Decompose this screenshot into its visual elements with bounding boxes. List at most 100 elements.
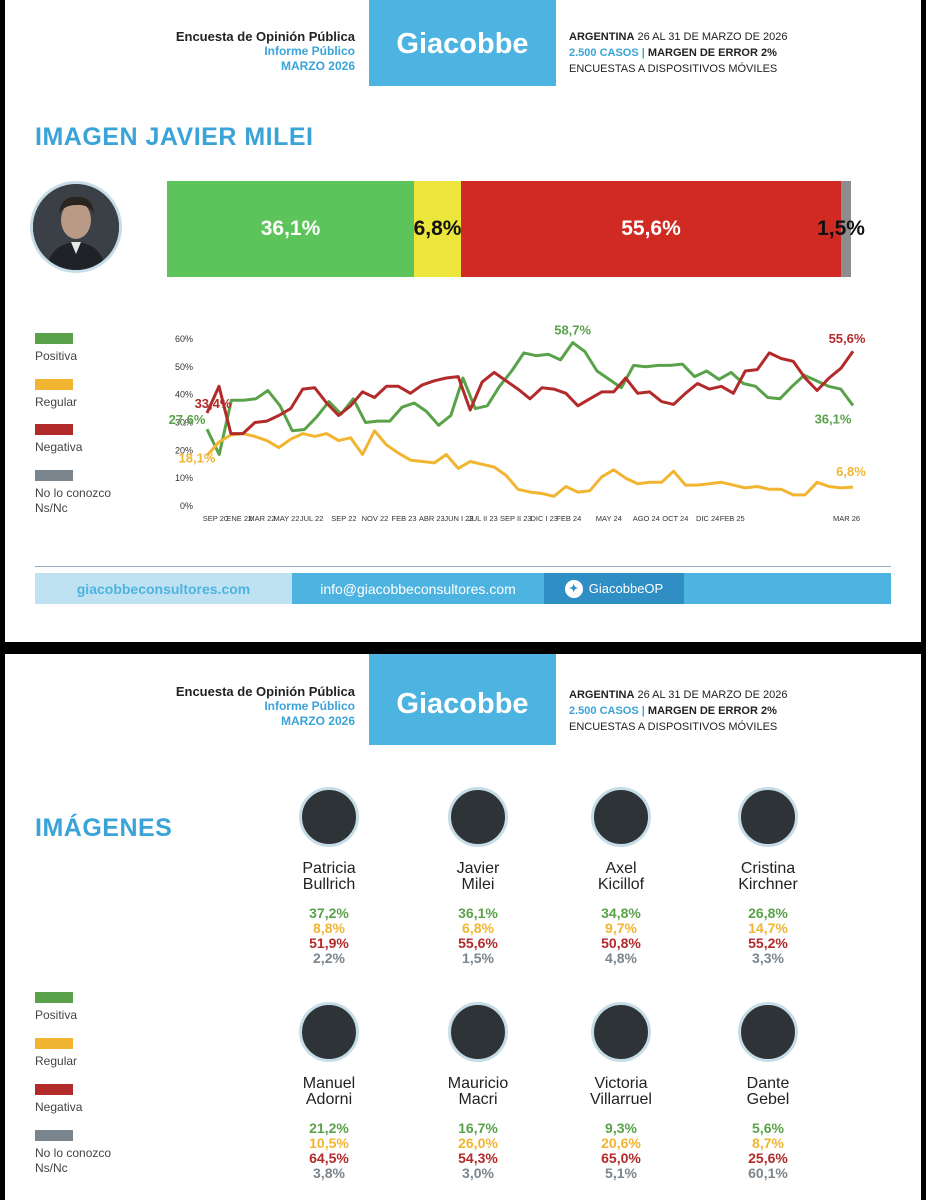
person-values: 5,6% 8,7% 25,6% 60,1% bbox=[708, 1121, 828, 1181]
value-negativa: 64,5% bbox=[309, 1150, 349, 1166]
value-positiva: 37,2% bbox=[309, 905, 349, 921]
x-tick-label: OCT 24 bbox=[662, 514, 688, 523]
person-values: 21,2% 10,5% 64,5% 3,8% bbox=[269, 1121, 389, 1181]
legend-item-ns_nc: No lo conozco Ns/Nc bbox=[35, 1130, 111, 1176]
y-tick-label: 50% bbox=[175, 362, 193, 372]
value-positiva: 16,7% bbox=[458, 1120, 498, 1136]
data-label: 18,1% bbox=[179, 451, 216, 466]
person-avatar bbox=[738, 787, 798, 847]
data-label: 58,7% bbox=[554, 323, 591, 338]
person-first-name: Axel bbox=[605, 860, 637, 877]
person-name: Dante Gebel bbox=[708, 1076, 828, 1108]
person-avatar bbox=[448, 1002, 508, 1062]
fieldwork-dates: 26 AL 31 DE MARZO DE 2026 bbox=[637, 689, 788, 701]
person-avatar bbox=[299, 1002, 359, 1062]
legend-label-negativa: Negativa bbox=[35, 440, 83, 454]
data-label: 55,6% bbox=[829, 331, 866, 346]
email-link[interactable]: info@giacobbeconsultores.com bbox=[320, 580, 516, 597]
value-ns-nc: 5,1% bbox=[605, 1165, 637, 1181]
y-tick-label: 40% bbox=[175, 390, 193, 400]
legend-swatch-ns_nc bbox=[35, 1130, 73, 1141]
person-card: Manuel Adorni 21,2% 10,5% 64,5% 3,8% bbox=[269, 1002, 389, 1181]
person-silhouette-icon bbox=[33, 184, 119, 270]
website-link[interactable]: giacobbeconsultores.com bbox=[35, 573, 292, 604]
x-tick-label: DIC 24 bbox=[696, 514, 719, 523]
y-tick-label: 60% bbox=[175, 334, 193, 344]
person-first-name: Manuel bbox=[302, 1075, 356, 1092]
series-line-regular bbox=[205, 429, 854, 498]
person-avatar bbox=[738, 1002, 798, 1062]
x-tick-label: MAY 24 bbox=[596, 514, 622, 523]
value-negativa: 55,2% bbox=[748, 935, 788, 951]
value-regular: 20,6% bbox=[601, 1135, 641, 1151]
y-tick-label: 20% bbox=[175, 445, 193, 455]
legend-swatch-regular bbox=[35, 379, 73, 390]
legend-swatch-negativa bbox=[35, 424, 73, 435]
x-tick-label: JUN I 23 bbox=[444, 514, 473, 523]
x-tick-label: ENE 22 bbox=[226, 514, 252, 523]
y-tick-label: 30% bbox=[175, 418, 193, 428]
value-positiva: 21,2% bbox=[309, 1120, 349, 1136]
value-positiva: 5,6% bbox=[752, 1120, 784, 1136]
person-values: 16,7% 26,0% 54,3% 3,0% bbox=[418, 1121, 538, 1181]
bar-label-regular: 6,8% bbox=[413, 217, 462, 240]
bar-segment-negativa bbox=[461, 181, 841, 277]
value-ns-nc: 1,5% bbox=[462, 950, 494, 966]
x-tick-label: MAR 22 bbox=[248, 514, 275, 523]
twitter-link[interactable]: ✦ GiacobbeOP bbox=[544, 573, 684, 604]
person-card: Dante Gebel 5,6% 8,7% 25,6% 60,1% bbox=[708, 1002, 828, 1181]
person-first-name: Dante bbox=[746, 1075, 790, 1092]
x-tick-label: AGO 24 bbox=[633, 514, 660, 523]
separator: | bbox=[641, 705, 645, 717]
legend-swatch-positiva bbox=[35, 333, 73, 344]
report-title: Encuesta de Opinión Pública bbox=[175, 684, 355, 699]
x-tick-label: NOV 22 bbox=[362, 514, 389, 523]
milei-avatar bbox=[30, 181, 122, 273]
legend-item-positiva: Positiva bbox=[35, 992, 77, 1023]
legend-item-positiva: Positiva bbox=[35, 333, 77, 364]
value-ns-nc: 2,2% bbox=[313, 950, 345, 966]
person-first-name: Victoria bbox=[594, 1075, 648, 1092]
fieldwork-dates: 26 AL 31 DE MARZO DE 2026 bbox=[637, 31, 788, 43]
person-values: 36,1% 6,8% 55,6% 1,5% bbox=[418, 906, 538, 966]
person-first-name: Patricia bbox=[302, 860, 356, 877]
person-values: 34,8% 9,7% 50,8% 4,8% bbox=[561, 906, 681, 966]
report-title: Encuesta de Opinión Pública bbox=[175, 29, 355, 44]
survey-method: ENCUESTAS A DISPOSITIVOS MÓVILES bbox=[569, 721, 778, 733]
legend-label-positiva: Positiva bbox=[35, 349, 78, 363]
person-first-name: Mauricio bbox=[447, 1075, 509, 1092]
value-negativa: 65,0% bbox=[601, 1150, 641, 1166]
y-tick-label: 0% bbox=[180, 501, 193, 511]
x-tick-label: JUL II 23 bbox=[468, 514, 498, 523]
legend-item-negativa: Negativa bbox=[35, 424, 82, 455]
country: ARGENTINA bbox=[569, 31, 635, 43]
y-tick-label: 10% bbox=[175, 473, 193, 483]
bar-segment-ns_nc bbox=[841, 181, 851, 277]
person-card: Mauricio Macri 16,7% 26,0% 54,3% 3,0% bbox=[418, 1002, 538, 1181]
series-line-positiva bbox=[205, 341, 855, 456]
separator: | bbox=[641, 47, 645, 59]
survey-method: ENCUESTAS A DISPOSITIVOS MÓVILES bbox=[569, 63, 778, 75]
data-label: 33,4% bbox=[195, 396, 232, 411]
person-avatar bbox=[299, 787, 359, 847]
value-ns-nc: 60,1% bbox=[748, 1165, 788, 1181]
header-info: ARGENTINA 26 AL 31 DE MARZO DE 2026 2.50… bbox=[569, 687, 787, 735]
value-ns-nc: 3,3% bbox=[752, 950, 784, 966]
person-card: Patricia Bullrich 37,2% 8,8% 51,9% 2,2% bbox=[269, 787, 389, 966]
person-name: Javier Milei bbox=[418, 861, 538, 893]
x-tick-label: SEP 22 bbox=[331, 514, 356, 523]
person-card: Javier Milei 36,1% 6,8% 55,6% 1,5% bbox=[418, 787, 538, 966]
error-margin: MARGEN DE ERROR 2% bbox=[647, 47, 777, 59]
error-margin: MARGEN DE ERROR 2% bbox=[647, 705, 777, 717]
person-values: 37,2% 8,8% 51,9% 2,2% bbox=[269, 906, 389, 966]
person-last-name: Gebel bbox=[746, 1091, 790, 1108]
x-tick-label: FEB 23 bbox=[392, 514, 417, 523]
value-positiva: 36,1% bbox=[458, 905, 498, 921]
legend-item-regular: Regular bbox=[35, 379, 77, 410]
legend-item-ns_nc: No lo conozco Ns/Nc bbox=[35, 470, 111, 516]
value-negativa: 51,9% bbox=[309, 935, 349, 951]
person-name: Victoria Villarruel bbox=[561, 1076, 681, 1108]
value-positiva: 26,8% bbox=[748, 905, 788, 921]
bar-label-ns_nc: 1,5% bbox=[817, 217, 865, 240]
